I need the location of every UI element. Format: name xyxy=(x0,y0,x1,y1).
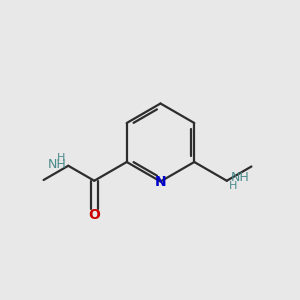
Text: O: O xyxy=(88,208,100,222)
Text: H: H xyxy=(57,153,65,163)
Text: NH: NH xyxy=(230,171,249,184)
Text: NH: NH xyxy=(48,158,67,171)
Text: N: N xyxy=(155,175,166,188)
Text: H: H xyxy=(229,181,238,191)
